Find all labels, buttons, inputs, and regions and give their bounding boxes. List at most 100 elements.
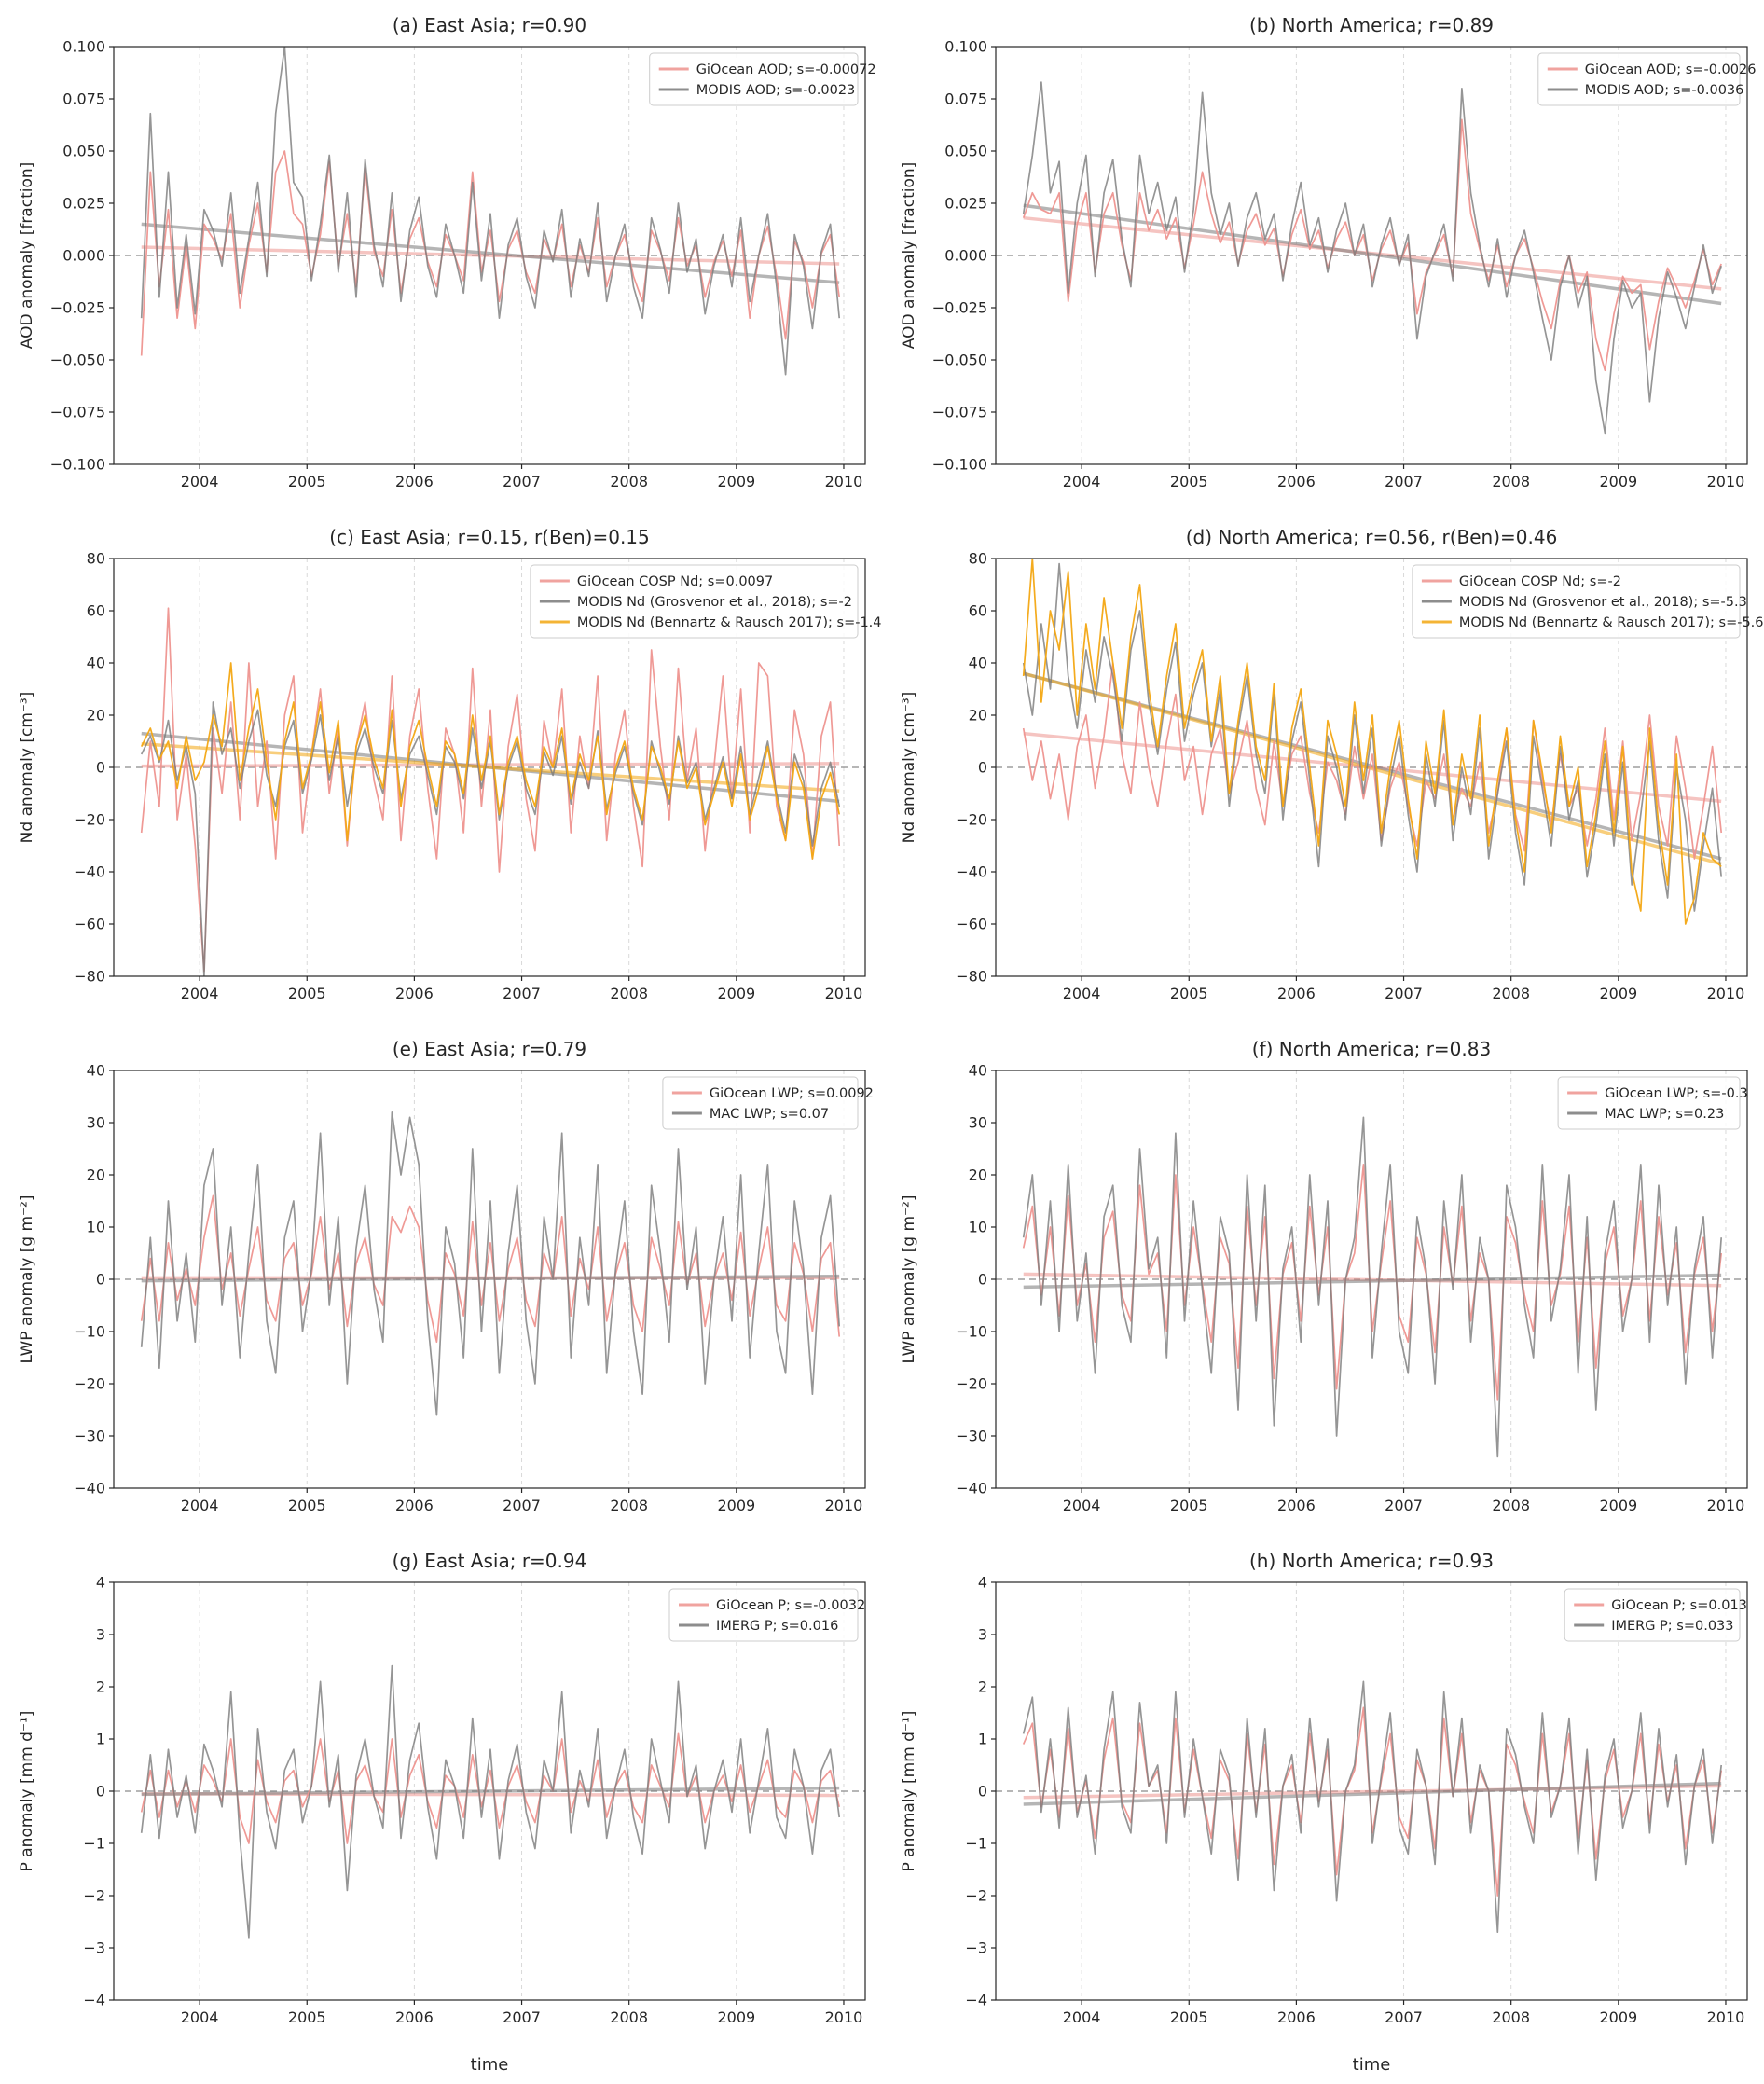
x-tick-label: 2008: [1492, 985, 1530, 1002]
y-tick-label: 0: [96, 759, 105, 777]
x-tick-label: 2005: [1170, 2008, 1208, 2026]
panel-b-legend: GiOcean AOD; s=-0.0026 MODIS AOD; s=-0.00…: [1537, 52, 1757, 106]
x-axis-label-row: time time: [0, 2053, 1764, 2084]
x-tick-label: 2007: [1385, 985, 1423, 1002]
legend-box: [662, 1076, 859, 1130]
legend-box: [530, 564, 859, 639]
panel-g-ylabel: P anomaly [mm d⁻¹]: [18, 1711, 36, 1872]
y-tick-label: −40: [74, 863, 105, 881]
x-tick-label: 2006: [395, 1497, 434, 1514]
x-tick-label: 2006: [395, 2008, 434, 2026]
x-tick-label: 2010: [825, 2008, 863, 2026]
y-tick-label: 0.000: [944, 247, 987, 265]
y-tick-label: 20: [969, 1166, 987, 1184]
y-tick-label: 4: [978, 1574, 987, 1592]
y-tick-label: 40: [969, 1062, 987, 1080]
y-tick-label: −2: [83, 1887, 105, 1905]
series-line-d: [1022, 662, 1723, 860]
y-tick-label: 40: [87, 1062, 105, 1080]
y-tick-label: −0.050: [932, 352, 987, 369]
panel-c-plot-area: [140, 607, 841, 976]
legend-box: [668, 1588, 859, 1642]
legend-label: MODIS AOD; s=-0.0036: [1585, 83, 1744, 98]
x-tick-label: 2006: [1277, 473, 1316, 490]
y-tick-label: −4: [83, 1992, 105, 2009]
panel-c: 2004 2005 2006 2007 2008 2009 2010 −80 −60 −40 −20…: [0, 518, 882, 1029]
panel-g-plot-area: [140, 1664, 841, 1939]
x-tick-label: 2007: [1385, 1497, 1423, 1514]
x-tick-label: 2005: [288, 473, 326, 490]
panel-g-title: (g) East Asia; r=0.94: [393, 1550, 587, 1572]
y-tick-label: 0.000: [62, 247, 105, 265]
panel-c-chart: 2004 2005 2006 2007 2008 2009 2010 −80 −60 −40 −20…: [18, 526, 882, 1002]
x-tick-label: 2005: [1170, 1497, 1208, 1514]
y-tick-label: 2: [96, 1678, 105, 1696]
legend-label: MODIS Nd (Bennartz & Rausch 2017); s=-1.…: [577, 615, 882, 630]
legend-label: MODIS Nd (Grosvenor et al., 2018); s=-5.…: [1459, 595, 1747, 610]
panel-d-chart: 2004 2005 2006 2007 2008 2009 2010 −80 −60 −40 −20…: [900, 526, 1764, 1002]
x-tick-label: 2006: [395, 473, 434, 490]
legend-label: IMERG P; s=0.033: [1611, 1619, 1733, 1634]
legend-label: GiOcean LWP; s=0.0092: [710, 1086, 874, 1101]
x-tick-label: 2004: [1063, 1497, 1101, 1514]
y-tick-label: 0.050: [944, 143, 987, 160]
y-tick-label: 10: [969, 1219, 987, 1236]
x-tick-label: 2008: [1492, 1497, 1530, 1514]
legend-label: GiOcean COSP Nd; s=0.0097: [577, 574, 773, 589]
y-tick-label: 3: [96, 1626, 105, 1644]
legend-label: GiOcean AOD; s=-0.0026: [1585, 62, 1757, 77]
x-tick-label: 2009: [1599, 2008, 1637, 2026]
x-tick-label: 2004: [1063, 2008, 1101, 2026]
panel-h: 2004 2005 2006 2007 2008 2009 2010 −4 −3 −2 −1 0 1 2 3…: [882, 1541, 1764, 2053]
y-tick-label: 0: [96, 1783, 105, 1801]
y-tick-label: 1: [978, 1731, 987, 1748]
legend-label: MAC LWP; s=0.07: [710, 1107, 829, 1122]
panel-f-chart: 2004 2005 2006 2007 2008 2009 2010−40−30−20−10…: [900, 1038, 1748, 1514]
y-tick-label: −20: [956, 811, 987, 829]
x-tick-label: 2008: [1492, 2008, 1530, 2026]
y-tick-label: −40: [74, 1480, 105, 1497]
legend-box: [1557, 1076, 1741, 1130]
y-tick-label: 2: [978, 1678, 987, 1696]
series-line-g: [140, 1732, 841, 1844]
panel-d: 2004 2005 2006 2007 2008 2009 2010 −80 −60 −40 −20…: [882, 518, 1764, 1029]
y-tick-label: 0.025: [62, 195, 105, 213]
x-tick-label: 2007: [1385, 2008, 1423, 2026]
panel-e-title: (e) East Asia; r=0.79: [393, 1038, 586, 1060]
x-tick-label: 2010: [1707, 1497, 1745, 1514]
panel-a: 2004 2005 2006 2007 2008 2009 2010 −0.100 −0.075…: [0, 6, 882, 518]
x-tick-label: 2005: [288, 2008, 326, 2026]
series-line-e: [140, 1194, 841, 1344]
panel-h-chart: 2004 2005 2006 2007 2008 2009 2010 −4 −3 −2 −1 0 1 2 3…: [900, 1550, 1748, 2026]
panel-e-legend: GiOcean LWP; s=0.0092 MAC LWP; s=0.07: [662, 1076, 874, 1130]
legend-label: GiOcean P; s=-0.0032: [716, 1598, 865, 1613]
legend-label: MODIS Nd (Grosvenor et al., 2018); s=-2: [577, 595, 852, 610]
panel-c-ylabel: Nd anomaly [cm⁻³]: [18, 692, 36, 844]
y-tick-label: −40: [956, 1480, 987, 1497]
panel-h-title: (h) North America; r=0.93: [1249, 1550, 1494, 1572]
x-tick-label: 2009: [717, 1497, 755, 1514]
y-tick-label: −4: [965, 1992, 987, 2009]
y-tick-label: −30: [74, 1428, 105, 1445]
y-tick-label: −60: [74, 916, 105, 933]
series-line-a: [140, 150, 841, 356]
panel-e: 2004 2005 2006 2007 2008 2009 2010 −40 −30 −20 −10…: [0, 1029, 882, 1541]
panel-e-chart: 2004 2005 2006 2007 2008 2009 2010−40−30−20−10…: [18, 1038, 874, 1514]
y-tick-label: −1: [965, 1835, 987, 1853]
legend-box: [1564, 1588, 1741, 1642]
x-tick-label: 2008: [610, 2008, 648, 2026]
y-tick-label: 60: [87, 602, 105, 620]
y-tick-label: −40: [956, 863, 987, 881]
panel-h-legend: GiOcean P; s=0.013 IMERG P; s=0.033: [1564, 1588, 1747, 1642]
y-tick-label: −2: [965, 1887, 987, 1905]
panel-a-title: (a) East Asia; r=0.90: [393, 14, 586, 36]
panel-f-legend: GiOcean LWP; s=-0.3 MAC LWP; s=0.23: [1557, 1076, 1748, 1130]
x-tick-label: 2006: [1277, 2008, 1316, 2026]
y-tick-label: 80: [87, 550, 105, 568]
panel-b-chart: 2004 2005 2006 2007 2008 2009 2010 −0.100 −0.075…: [900, 14, 1757, 490]
panel-g-chart: 2004 2005 2006 2007 2008 2009 2010 −4 −3 −2 −1 0 1 2 3…: [18, 1550, 866, 2026]
x-tick-label: 2007: [1385, 473, 1423, 490]
y-tick-label: 3: [978, 1626, 987, 1644]
x-tick-label: 2008: [1492, 473, 1530, 490]
panel-f: 2004 2005 2006 2007 2008 2009 2010 −40 −30 −20 −10…: [882, 1029, 1764, 1541]
